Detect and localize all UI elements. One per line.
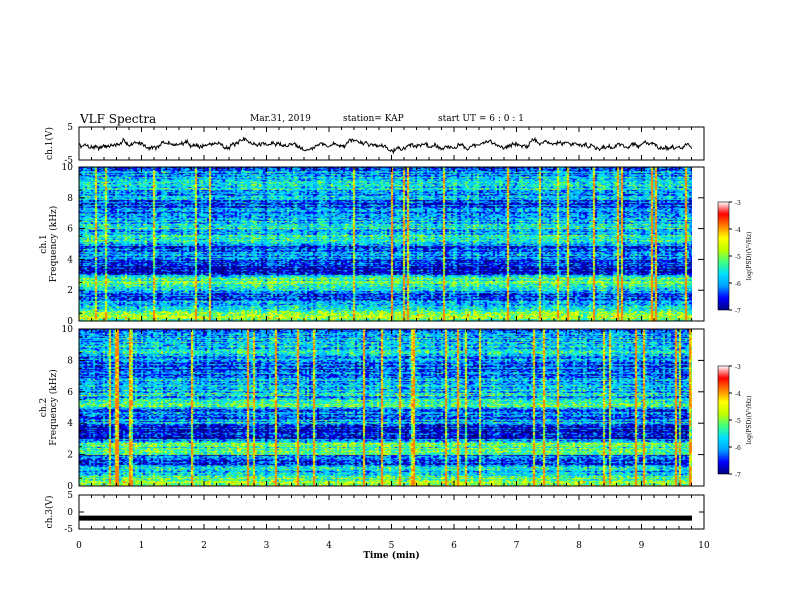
ch1-spectrogram: 0 2 4 6 8 10 ch.1 Frequency (kHz) -3 -4 -5 -6 -7 log(… (39, 163, 753, 327)
ch1-spectrogram-ylabel: ch.1 (39, 234, 49, 253)
ch2-spectrogram-ytick-label: 6 (67, 388, 73, 398)
ch2-spectrogram-ylabel2: Frequency (kHz) (48, 369, 59, 446)
x-tick-label: 8 (576, 541, 582, 551)
x-tick-label: 2 (201, 541, 207, 551)
ch1-spectrogram-raster (79, 167, 692, 321)
x-tick-label: 10 (698, 541, 710, 551)
ch1-spectrogram-colorbar-label: log(PSD)(V²/Hz) (746, 232, 753, 281)
ch2-spectrogram-ytick-label: 8 (67, 356, 73, 366)
x-tick-label: 1 (139, 541, 145, 551)
ch1-waveform: 5 -5 ch.1(V) (44, 123, 705, 166)
ch2-spectrogram-colorbar-tick-label: -7 (735, 472, 741, 479)
ch1-spectrogram-ytick-label: 8 (67, 194, 73, 204)
figure-title: VLF Spectra (80, 112, 157, 126)
ch2-spectrogram-ylabel: ch.2 (39, 398, 49, 417)
ch1-spectrogram-colorbar-tick-label: -3 (735, 200, 741, 207)
ch2-spectrogram-raster (79, 329, 692, 486)
ch1-spectrogram-ytick-label: 6 (67, 225, 73, 235)
ch1-spectrogram-ytick-label: 10 (62, 163, 74, 173)
ch3-waveform-ytick-label: -5 (64, 525, 73, 535)
ch2-spectrogram-colorbar-tick-label: -4 (735, 391, 741, 398)
start-time-label: start UT = 6 : 0 : 1 (438, 114, 524, 124)
ch1-waveform-trace (78, 136, 692, 155)
ch2-spectrogram: 0 2 4 6 8 10 ch.2 Frequency (kHz) -3 -4 -5 -6 -7 log(… (39, 325, 753, 492)
ch1-spectrogram-colorbar-tick-label: -5 (735, 254, 741, 261)
ch2-spectrogram-ytick-label: 0 (67, 482, 73, 492)
x-tick-label: 7 (514, 541, 520, 551)
x-tick-label: 6 (451, 541, 457, 551)
ch1-spectrogram-colorbar-tick-label: -6 (735, 281, 741, 288)
ch2-spectrogram-colorbar-tick-label: -3 (735, 364, 741, 371)
x-tick-label: 5 (389, 541, 395, 551)
ch1-waveform-ytick-label: -5 (64, 156, 73, 166)
x-tick-label: 0 (76, 541, 82, 551)
ch2-spectrogram-colorbar-tick-label: -5 (735, 418, 741, 425)
ch2-spectrogram-ytick-label: 4 (67, 419, 73, 429)
ch1-spectrogram-ytick-label: 2 (67, 286, 73, 296)
ch1-waveform-ytick-label: 5 (67, 123, 73, 133)
ch1-waveform-ylabel: ch.1(V) (44, 127, 55, 160)
ch2-spectrogram-colorbar-tick-label: -6 (735, 445, 741, 452)
x-tick-label: 4 (326, 541, 332, 551)
x-tick-label: 3 (264, 541, 270, 551)
station-label: station= KAP (343, 114, 404, 124)
ch3-waveform-frame (78, 494, 705, 530)
ch1-spectrogram-colorbar (717, 201, 730, 311)
ch2-spectrogram-colorbar (717, 365, 730, 475)
ch3-waveform-ytick-label: 0 (67, 508, 73, 518)
ch3-waveform-ytick-label: 5 (67, 491, 73, 501)
ch1-spectrogram-ylabel2: Frequency (kHz) (48, 206, 59, 283)
date-label: Mar.31, 2019 (250, 114, 311, 124)
x-axis-label: Time (min) (363, 550, 420, 561)
ch1-spectrogram-colorbar-tick-label: -7 (735, 308, 741, 315)
ch2-spectrogram-ytick-label: 10 (62, 325, 74, 335)
ch1-spectrogram-ytick-label: 4 (67, 255, 73, 265)
ch2-spectrogram-colorbar-label: log(PSD)(V²/Hz) (746, 396, 753, 445)
ch3-waveform-ylabel: ch.3(V) (44, 496, 55, 529)
ch2-spectrogram-ytick-label: 2 (67, 451, 73, 461)
ch1-spectrogram-colorbar-tick-label: -4 (735, 227, 741, 234)
ch1-spectrogram-ytick-label: 0 (67, 317, 73, 327)
x-tick-label: 9 (639, 541, 645, 551)
